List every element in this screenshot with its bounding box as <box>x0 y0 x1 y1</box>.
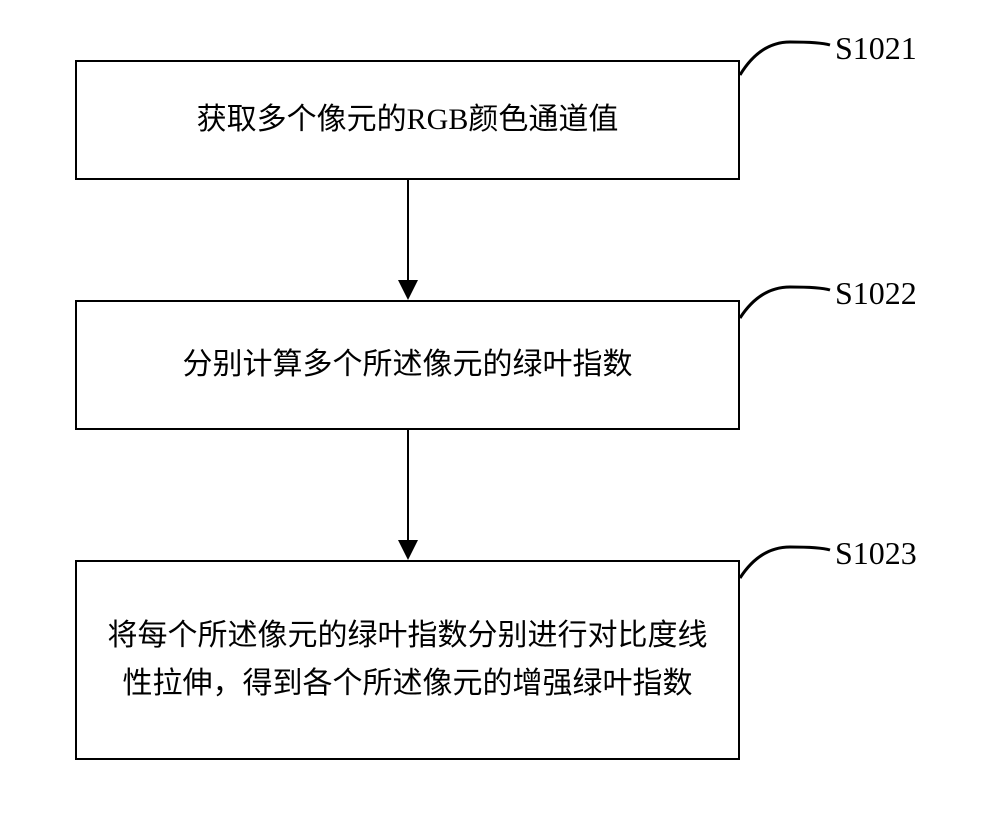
arrow-head-2 <box>398 540 418 560</box>
step-text-s1023: 将每个所述像元的绿叶指数分别进行对比度线性拉伸，得到各个所述像元的增强绿叶指数 <box>107 612 708 708</box>
connector-path-s1021 <box>740 42 830 75</box>
connector-path-s1022 <box>740 287 830 318</box>
step-text-s1021: 获取多个像元的RGB颜色通道值 <box>197 96 619 144</box>
connector-path-s1023 <box>740 547 830 578</box>
step-label-s1022: S1022 <box>835 275 917 312</box>
step-box-s1022: 分别计算多个所述像元的绿叶指数 <box>75 300 740 430</box>
step-label-s1021: S1021 <box>835 30 917 67</box>
arrow-head-1 <box>398 280 418 300</box>
step-box-s1021: 获取多个像元的RGB颜色通道值 <box>75 60 740 180</box>
step-box-s1023: 将每个所述像元的绿叶指数分别进行对比度线性拉伸，得到各个所述像元的增强绿叶指数 <box>75 560 740 760</box>
flowchart-container: 获取多个像元的RGB颜色通道值 S1021 分别计算多个所述像元的绿叶指数 S1… <box>0 0 1000 840</box>
step-label-s1023: S1023 <box>835 535 917 572</box>
step-text-s1022: 分别计算多个所述像元的绿叶指数 <box>183 341 633 389</box>
